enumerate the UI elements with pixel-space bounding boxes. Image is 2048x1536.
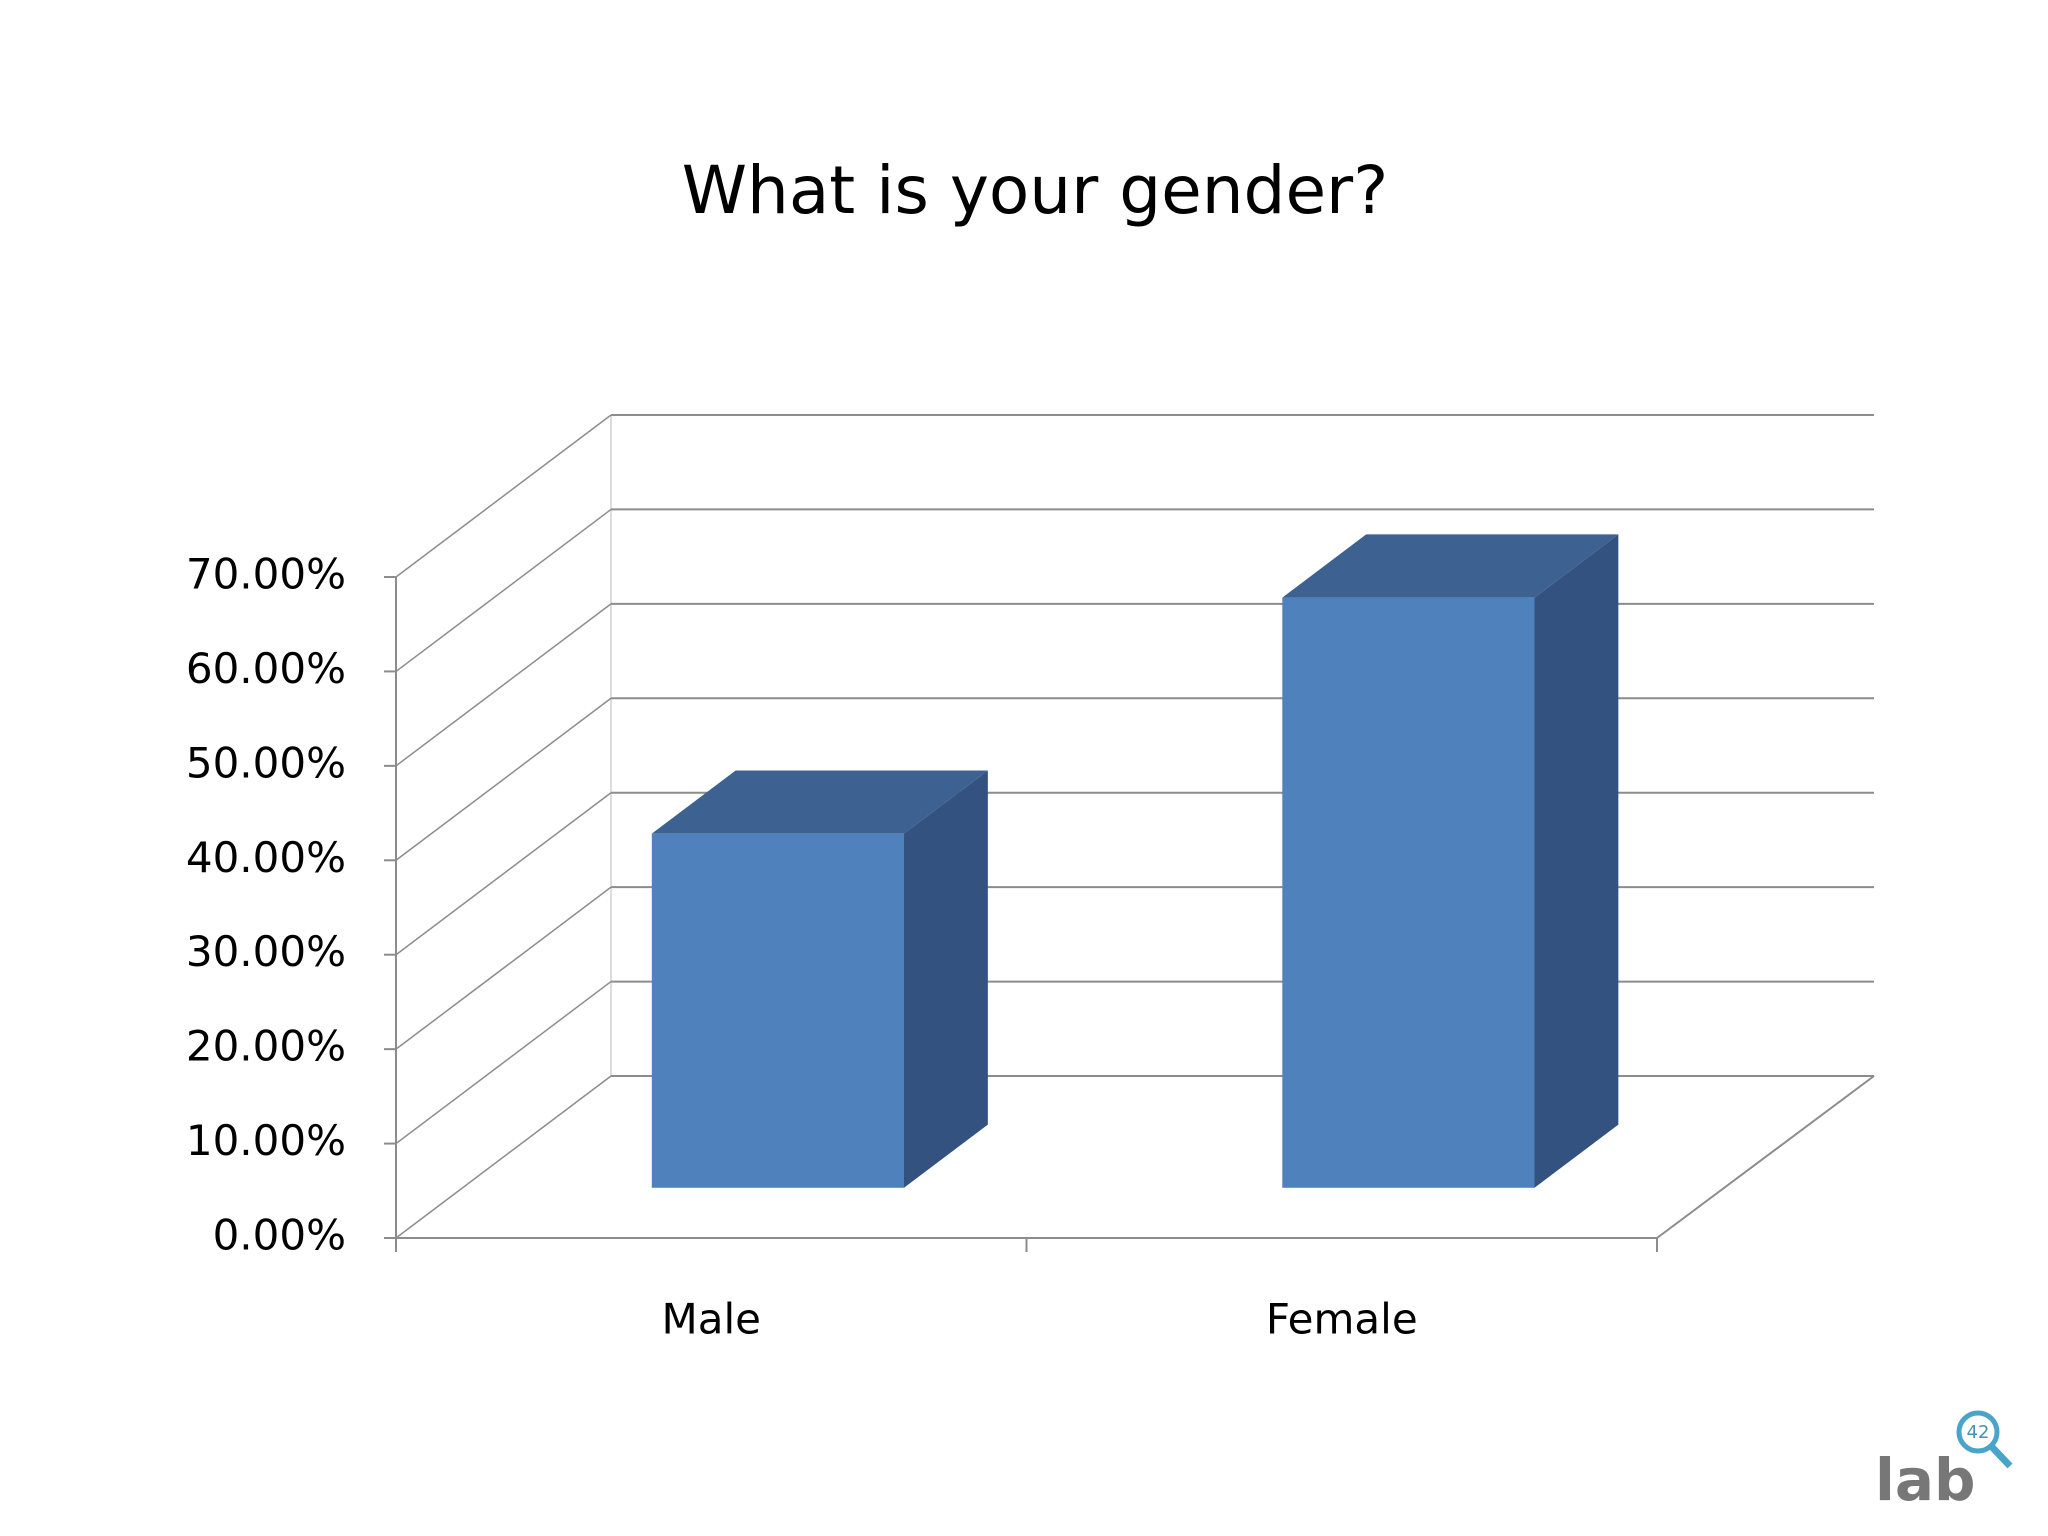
y-tick-label: 70.00% [186, 550, 346, 599]
y-tick-label: 0.00% [213, 1211, 346, 1260]
floor-edge [1656, 1075, 1875, 1239]
bar-side [904, 770, 988, 1188]
x-tick-label: Female [1266, 1295, 1418, 1344]
y-tick-label: 10.00% [186, 1116, 346, 1165]
logo-text: lab [1875, 1446, 1976, 1514]
grid-line [395, 886, 612, 1050]
bar-top [1282, 534, 1619, 598]
bar-side [1534, 534, 1619, 1188]
bar-top [651, 770, 988, 834]
grid-line [395, 508, 612, 673]
grid-line [395, 980, 612, 1145]
logo-lens [1956, 1410, 2000, 1454]
bar [1282, 597, 1535, 1188]
logo-handle [1988, 1443, 2013, 1469]
y-tick-label: 20.00% [186, 1022, 346, 1071]
grid-line [395, 1075, 612, 1239]
y-tick-label: 60.00% [186, 644, 346, 693]
logo: lab 42 [1875, 1410, 2013, 1514]
x-tick-label: Male [662, 1295, 761, 1344]
y-tick-label: 40.00% [186, 833, 346, 882]
grid-line [395, 414, 612, 578]
chart-title: What is your gender? [682, 152, 1388, 229]
y-tick-label: 30.00% [186, 927, 346, 976]
logo-badge: 42 [1967, 1422, 1990, 1443]
bar [651, 833, 904, 1188]
y-tick-label: 50.00% [186, 738, 346, 787]
grid-line [395, 697, 612, 861]
grid-line [395, 792, 612, 956]
grid-line [395, 603, 612, 767]
